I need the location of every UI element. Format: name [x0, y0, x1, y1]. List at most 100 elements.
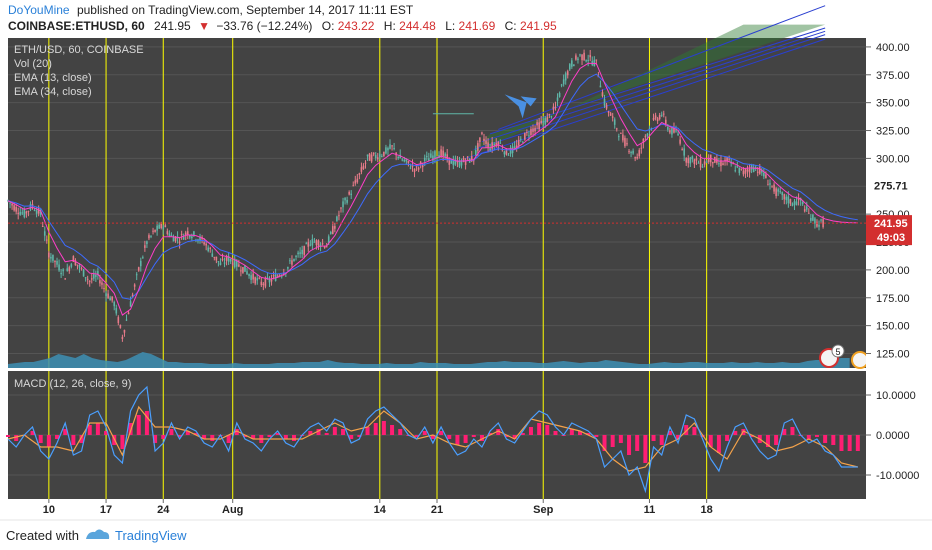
symbol-line: COINBASE:ETHUSD, 60 241.95 ▼ −33.76 (−12… [8, 19, 557, 33]
candle-body [763, 172, 765, 177]
candle-body [254, 277, 256, 284]
candle-body [221, 258, 224, 261]
price-pane[interactable]: ETH/USD, 60, COINBASE Vol (20) EMA (13, … [7, 5, 869, 369]
candle-body [724, 159, 726, 161]
candle-body [70, 264, 73, 267]
candle-body [599, 85, 602, 88]
candle-body [507, 154, 510, 156]
candle-body [93, 274, 95, 279]
candle-body [803, 209, 806, 212]
histogram-bar [120, 435, 125, 449]
histogram-bar [414, 435, 419, 437]
histogram-bar [390, 425, 395, 435]
candle-body [415, 166, 418, 168]
candle-body [444, 153, 446, 157]
price-axis[interactable] [866, 38, 932, 368]
candle-body [434, 151, 436, 159]
candle-body [74, 260, 77, 266]
histogram-bar [479, 435, 484, 441]
candle-body [432, 155, 434, 161]
candle-body [464, 161, 467, 165]
candle-body [524, 132, 526, 140]
histogram-bar [14, 435, 19, 441]
macd-axis[interactable] [866, 371, 932, 499]
histogram-bar [177, 435, 182, 437]
macd-tick-label: 0.0000 [876, 430, 910, 442]
candle-body [299, 252, 301, 254]
candle-body [812, 214, 814, 221]
histogram-bar [283, 435, 288, 439]
price-tick-label: 375.00 [876, 70, 910, 82]
candle-body [493, 144, 495, 146]
candle-body [248, 274, 250, 276]
flag-icon-2[interactable] [851, 351, 869, 369]
candle-body [376, 157, 379, 160]
histogram-bar [6, 435, 10, 437]
candle-body [820, 219, 822, 221]
candle-body [773, 184, 775, 192]
time-axis[interactable] [8, 499, 866, 517]
event-count-bubble [831, 344, 845, 358]
candle-body [481, 132, 483, 134]
candle-body [558, 92, 561, 98]
candle-body [191, 236, 193, 239]
annotation-arrow-icon[interactable] [504, 94, 537, 119]
candle-body [767, 184, 769, 186]
candle-body [13, 205, 15, 211]
candle-body [814, 218, 816, 224]
candle-body [475, 150, 477, 155]
author-link[interactable]: DoYouMine [8, 3, 70, 17]
macd-axis-ticks: 10.0000 0.0000 -10.0000 [866, 390, 919, 482]
change-value: −33.76 (−12.24%) [216, 19, 312, 33]
candle-body [519, 138, 522, 140]
candle-body [170, 235, 173, 237]
tradingview-logo-icon[interactable] [86, 529, 110, 540]
candle-body [430, 153, 432, 158]
candle-body [601, 92, 604, 97]
candle-body [364, 162, 367, 164]
candle-body [15, 207, 17, 212]
histogram-bar [202, 435, 207, 439]
candle-body [33, 209, 36, 211]
candle-body [178, 241, 181, 244]
candle-body [622, 134, 624, 141]
candle-body [679, 139, 681, 144]
candle-body [25, 211, 28, 214]
candle-body [358, 173, 361, 175]
candle-body [630, 152, 632, 154]
candle-body [638, 150, 641, 157]
candle-body [573, 64, 575, 67]
candle-body [319, 244, 322, 247]
histogram-bar [684, 425, 689, 435]
footer-brand[interactable]: TradingView [115, 528, 187, 543]
candle-body [41, 226, 44, 228]
histogram-bar [806, 435, 811, 439]
candle-body [642, 138, 645, 143]
price-tick-label: 350.00 [876, 98, 910, 110]
candle-body [160, 223, 163, 229]
histogram-bar [602, 435, 607, 451]
candle-body [150, 235, 152, 237]
candle-body [562, 79, 565, 85]
macd-pane[interactable]: MACD (12, 26, close, 9) [6, 371, 866, 499]
price-tick-label: 125.00 [876, 349, 910, 361]
annotation-arrow [504, 94, 527, 119]
histogram-bar [765, 435, 770, 447]
candle-body [332, 226, 334, 235]
candle-body [405, 158, 408, 162]
histogram-bar [398, 429, 403, 435]
candle-body [303, 246, 306, 255]
candle-body [777, 189, 779, 192]
candle-body [264, 278, 267, 287]
event-badge[interactable]: 5 [819, 344, 869, 369]
candle-body [554, 106, 557, 108]
candle-body [752, 167, 755, 173]
histogram-bar [569, 429, 574, 435]
candle-body [17, 212, 20, 214]
candle-body [39, 211, 42, 215]
candle-body [789, 199, 792, 204]
candle-body [785, 196, 788, 200]
histogram-bar [823, 435, 828, 443]
histogram-bar [676, 435, 681, 439]
histogram-bar [512, 435, 517, 439]
